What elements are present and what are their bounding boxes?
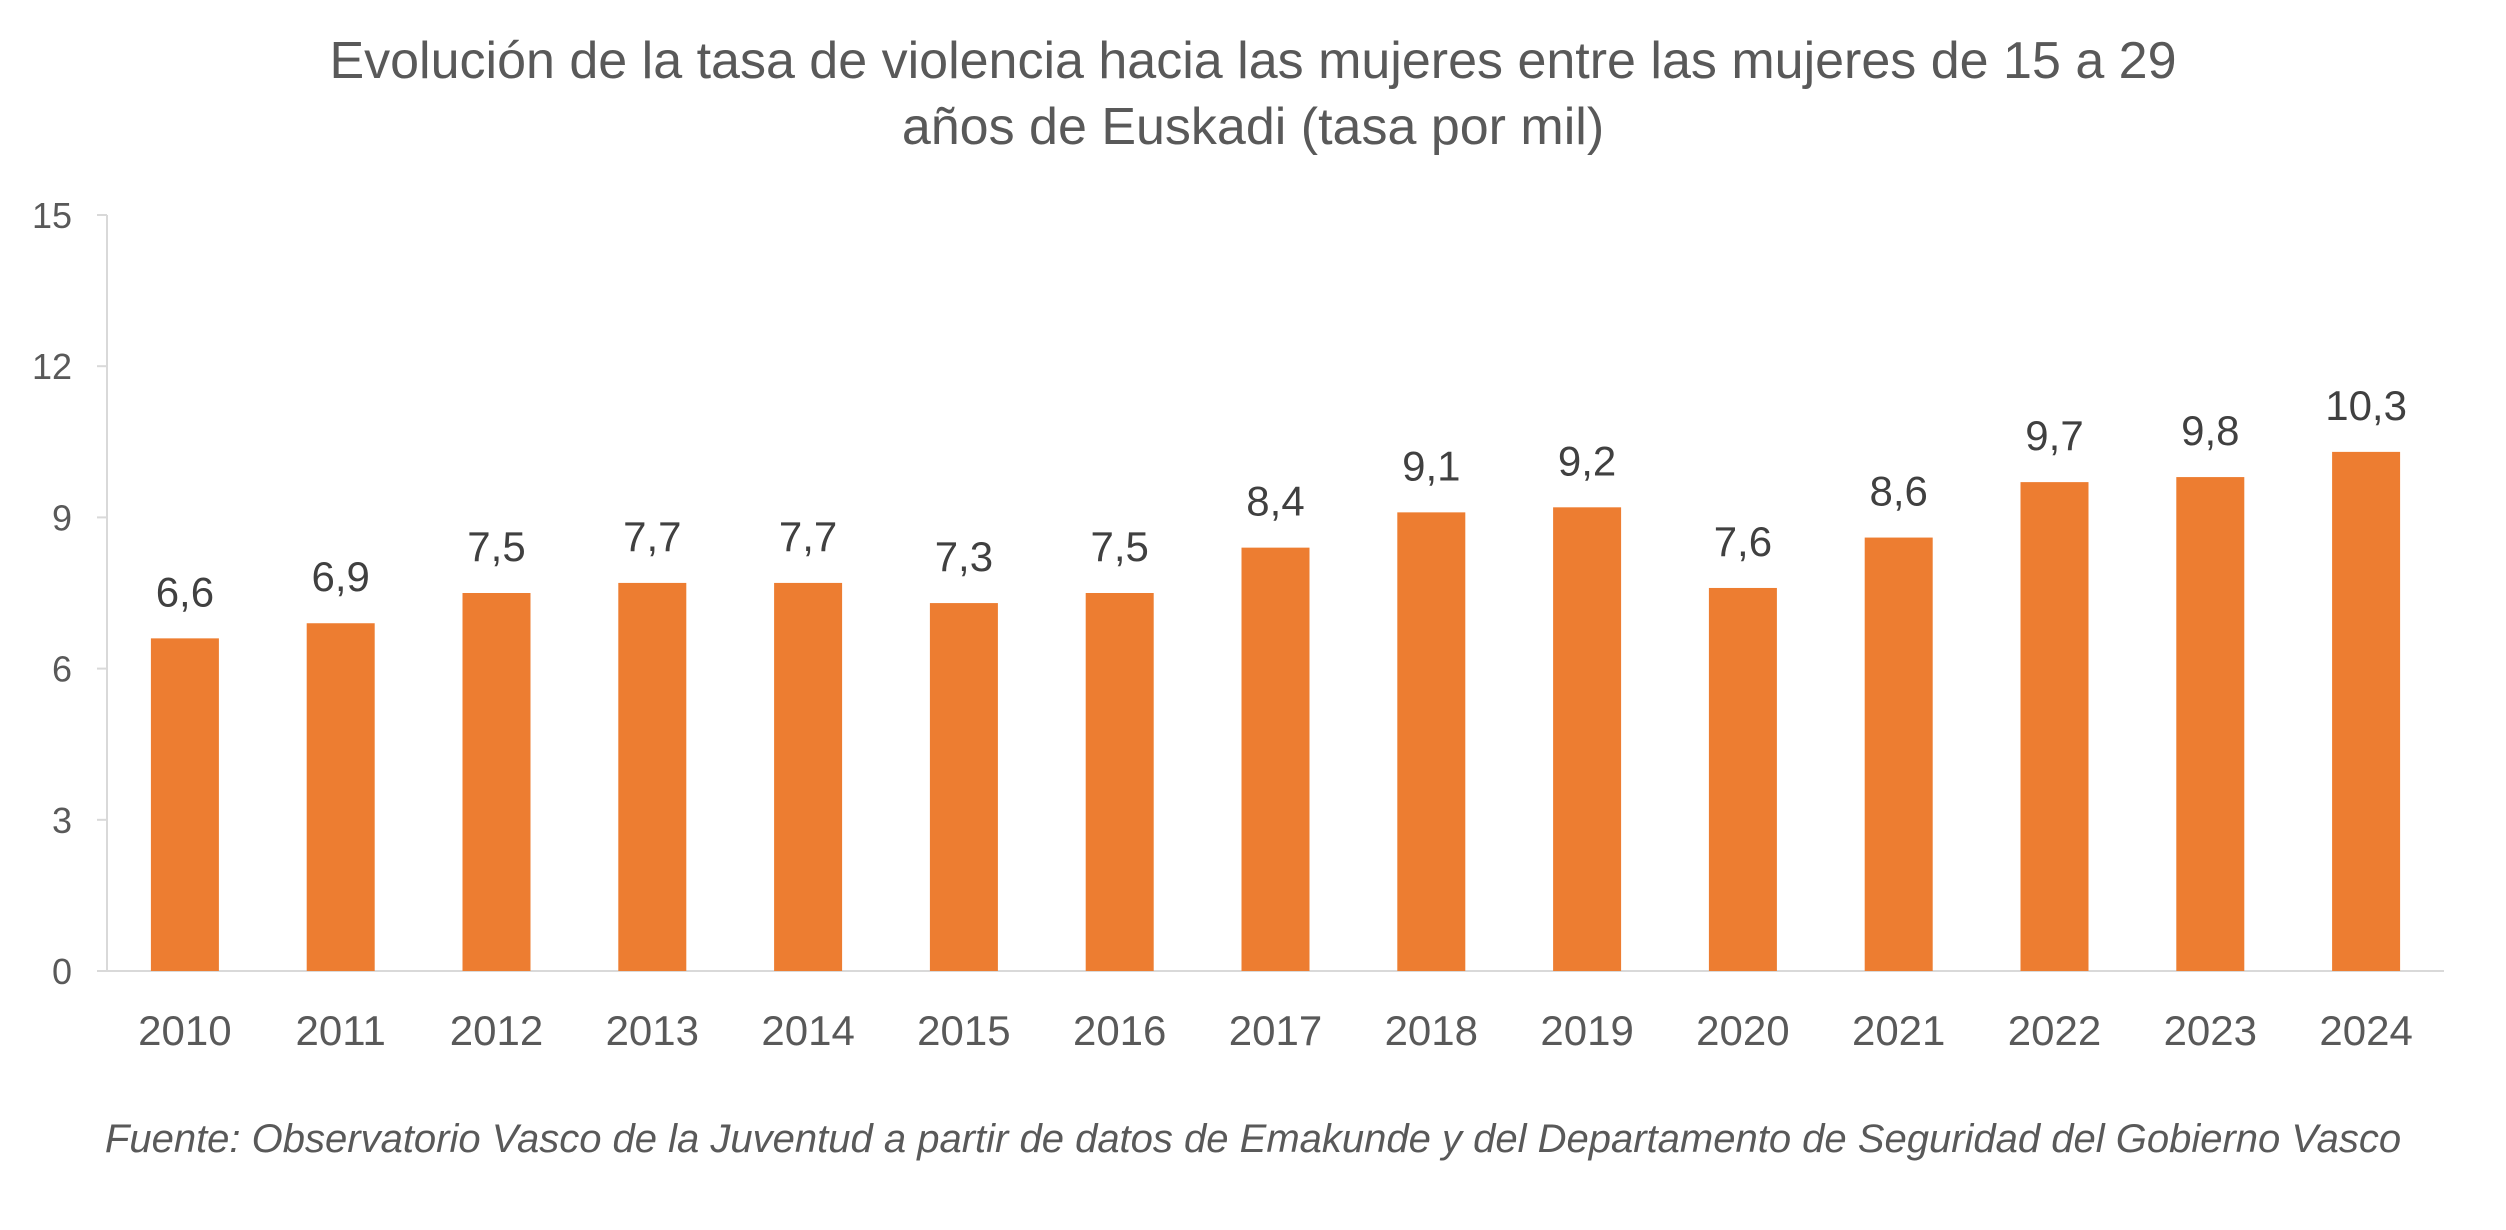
bar-2015 [929,603,998,971]
data-labels: 6,6 6,9 7,5 7,7 7,7 7,3 7,5 8,4 9,1 9,2 7,6 8,6 9,7 9… [156,382,2407,615]
y-tick-label: 9 [52,497,72,538]
y-tick-label: 15 [32,195,72,236]
bar-2021 [1864,537,1933,971]
data-label-2012: 7,5 [467,523,525,570]
x-tick-label-2012: 2012 [450,1007,543,1054]
bar-2010 [150,638,219,971]
x-tick-label-2014: 2014 [761,1007,854,1054]
data-label-2021: 8,6 [1870,468,1928,515]
bar-2014 [774,582,843,971]
y-axis: 0 3 6 9 12 15 [32,195,108,992]
bar-2013 [618,582,687,971]
data-label-2018: 9,1 [1402,442,1460,489]
bar-2016 [1085,593,1154,971]
bar-2012 [462,593,531,971]
bar-2024 [2332,451,2401,971]
data-label-2017: 8,4 [1246,478,1304,525]
data-label-2014: 7,7 [779,513,837,560]
chart-title-line-1: Evolución de la tasa de violencia hacia … [329,32,2177,90]
bar-2017 [1241,547,1310,971]
source-note: Fuente: Observatorio Vasco de la Juventu… [104,1117,2402,1161]
x-tick-label-2017: 2017 [1229,1007,1322,1054]
x-tick-label-2020: 2020 [1696,1007,1789,1054]
data-label-2024: 10,3 [2325,382,2407,429]
bars [150,451,2401,971]
bar-2018 [1397,512,1466,971]
bar-2019 [1553,507,1622,971]
x-tick-label-2011: 2011 [296,1007,386,1054]
x-tick-label-2023: 2023 [2164,1007,2257,1054]
x-tick-label-2021: 2021 [1852,1007,1945,1054]
x-tick-label-2015: 2015 [917,1007,1010,1054]
bar-2011 [306,623,375,971]
x-tick-label-2024: 2024 [2319,1007,2412,1054]
data-label-2020: 7,6 [1714,518,1772,565]
data-label-2015: 7,3 [935,533,993,580]
bar-2023 [2176,477,2245,971]
category-labels: 2010 2011 2012 2013 2014 2015 2016 2017 2018 2019… [138,1007,2413,1054]
data-label-2011: 6,9 [312,553,370,600]
y-tick-label: 12 [32,346,72,387]
data-label-2023: 9,8 [2181,407,2239,454]
x-tick-label-2018: 2018 [1385,1007,1478,1054]
bar-2020 [1708,587,1777,971]
data-label-2016: 7,5 [1091,523,1149,570]
x-tick-label-2019: 2019 [1540,1007,1633,1054]
data-label-2022: 9,7 [2025,412,2083,459]
x-tick-label-2010: 2010 [138,1007,231,1054]
x-tick-label-2013: 2013 [606,1007,699,1054]
chart-title: Evolución de la tasa de violencia hacia … [0,28,2506,160]
y-tick-label: 0 [52,951,72,992]
data-label-2013: 7,7 [623,513,681,560]
y-tick-label: 3 [52,800,72,841]
bar-2022 [2020,482,2089,971]
x-tick-label-2016: 2016 [1073,1007,1166,1054]
data-label-2010: 6,6 [156,568,214,615]
data-label-2019: 9,2 [1558,437,1616,484]
chart-title-line-2: años de Euskadi (tasa por mil) [901,98,1605,156]
y-tick-label: 6 [52,649,72,690]
x-tick-label-2022: 2022 [2008,1007,2101,1054]
